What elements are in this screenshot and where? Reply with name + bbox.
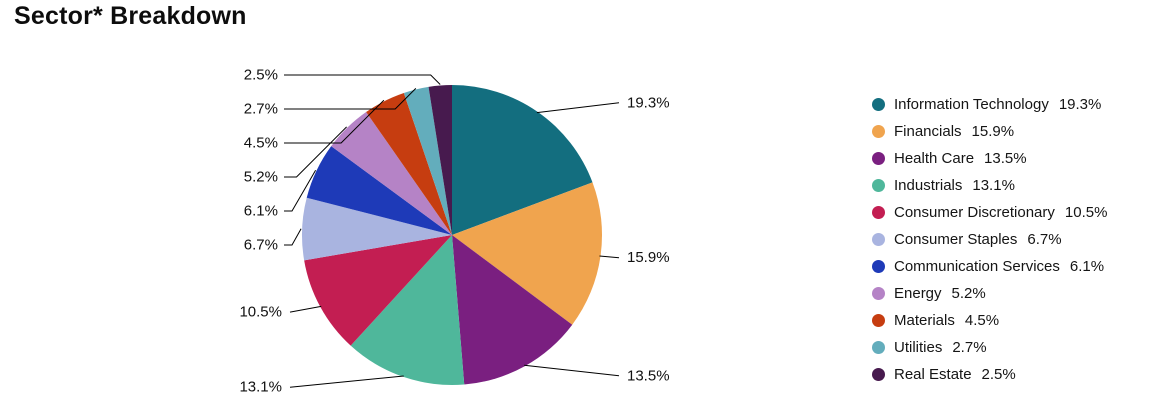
legend-color-dot — [872, 125, 885, 138]
legend-label: Health Care — [894, 150, 975, 167]
legend-item-financials: Financials 15.9% — [872, 118, 1107, 145]
legend-label: Utilities — [894, 339, 943, 356]
slice-percent-label: 2.5% — [244, 67, 278, 84]
legend-color-dot — [872, 287, 885, 300]
leader-line — [284, 170, 317, 212]
legend-item-industrials: Industrials 13.1% — [872, 172, 1107, 199]
leader-line — [536, 102, 620, 114]
legend: Information Technology 19.3% Financials 15.… — [872, 91, 1107, 388]
legend-item-consumer-staples: Consumer Staples 6.7% — [872, 226, 1107, 253]
legend-item-communication-services: Communication Services 6.1% — [872, 253, 1107, 280]
legend-label: Energy — [894, 285, 942, 302]
pie-slice-utilities — [403, 86, 452, 235]
legend-label: Industrials — [894, 177, 963, 194]
slice-percent-label: 6.7% — [244, 237, 278, 254]
leader-line — [284, 88, 417, 110]
pie-slice-materials — [366, 92, 452, 235]
legend-color-dot — [872, 98, 885, 111]
legend-item-health-care: Health Care 13.5% — [872, 145, 1107, 172]
slice-percent-label: 10.5% — [239, 304, 282, 321]
leader-line — [289, 305, 322, 313]
legend-label: Consumer Staples — [894, 231, 1018, 248]
legend-color-dot — [872, 341, 885, 354]
leader-line — [284, 74, 441, 85]
page-title: Sector* Breakdown — [14, 2, 247, 30]
legend-item-information-technology: Information Technology 19.3% — [872, 91, 1107, 118]
pie-slice-consumer-staples — [301, 197, 452, 261]
legend-color-dot — [872, 233, 885, 246]
legend-item-utilities: Utilities 2.7% — [872, 334, 1107, 361]
pie-slice-health-care — [452, 235, 573, 385]
legend-label: Financials — [894, 123, 962, 140]
pie-slice-energy — [331, 112, 452, 235]
leader-line — [284, 99, 385, 144]
legend-value: 5.2% — [951, 285, 986, 302]
leader-line — [284, 228, 302, 246]
legend-value: 13.1% — [972, 177, 1015, 194]
legend-color-dot — [872, 368, 885, 381]
legend-value: 6.7% — [1027, 231, 1062, 248]
slice-percent-label: 13.5% — [627, 367, 670, 384]
legend-value: 4.5% — [964, 312, 1000, 329]
leader-line — [599, 255, 620, 259]
legend-value: 19.3% — [1058, 96, 1102, 113]
legend-color-dot — [872, 206, 885, 219]
slice-percent-label: 4.5% — [244, 135, 278, 152]
legend-color-dot — [872, 179, 885, 192]
legend-value: 6.1% — [1069, 258, 1105, 275]
slice-percent-label: 13.1% — [239, 379, 282, 396]
legend-value: 2.5% — [981, 366, 1016, 383]
leader-line — [284, 126, 347, 178]
legend-color-dot — [872, 152, 885, 165]
legend-item-energy: Energy 5.2% — [872, 280, 1107, 307]
legend-value: 15.9% — [971, 123, 1015, 140]
legend-value: 13.5% — [984, 150, 1027, 167]
legend-item-consumer-discretionary: Consumer Discretionary 10.5% — [872, 199, 1107, 226]
legend-label: Communication Services — [894, 258, 1060, 275]
slice-percent-label: 15.9% — [627, 249, 670, 266]
slice-percent-label: 5.2% — [244, 169, 278, 186]
legend-label: Consumer Discretionary — [894, 204, 1055, 221]
pie-slice-communication-services — [306, 146, 452, 235]
legend-label: Materials — [894, 312, 955, 329]
pie-slice-financials — [452, 182, 603, 325]
pie-slice-consumer-discretionary — [304, 235, 452, 346]
legend-value: 10.5% — [1064, 204, 1108, 221]
pie-slice-information-technology — [452, 85, 593, 235]
slice-percent-label: 19.3% — [627, 94, 670, 111]
legend-color-dot — [872, 260, 885, 273]
legend-item-materials: Materials 4.5% — [872, 307, 1107, 334]
legend-label: Real Estate — [894, 366, 972, 383]
legend-color-dot — [872, 314, 885, 327]
slice-percent-label: 2.7% — [244, 101, 278, 118]
slice-percent-label: 6.1% — [244, 203, 278, 220]
leader-line — [289, 375, 404, 388]
pie-slice-real-estate — [428, 85, 452, 235]
legend-item-real-estate: Real Estate 2.5% — [872, 361, 1107, 388]
legend-value: 2.7% — [952, 339, 987, 356]
legend-label: Information Technology — [894, 96, 1049, 113]
leader-line — [524, 364, 620, 377]
pie-slice-industrials — [350, 235, 465, 386]
